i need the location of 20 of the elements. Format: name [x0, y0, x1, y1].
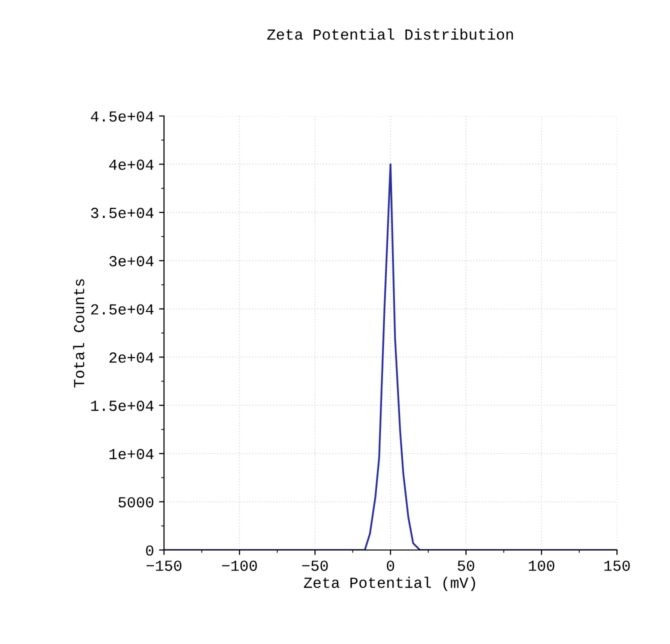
y-tick-label: 3e+04 — [109, 256, 154, 266]
chart-title: Zeta Potential Distribution — [267, 28, 513, 40]
x-tick-label: −100 — [222, 560, 257, 571]
x-tick-label: 150 — [604, 560, 630, 571]
x-tick-label: −50 — [302, 560, 328, 571]
y-tick-label: 3.5e+04 — [91, 208, 154, 218]
y-tick-label: 0 — [146, 545, 154, 556]
x-tick-label: 50 — [458, 560, 474, 571]
y-axis-title: Total Counts — [73, 279, 84, 388]
x-tick-label: 0 — [386, 560, 394, 571]
x-axis-title: Zeta Potential (mV) — [304, 576, 476, 591]
y-tick-label: 1.5e+04 — [91, 400, 154, 412]
x-tick-label: −150 — [146, 560, 182, 571]
y-tick-label: 1e+04 — [110, 448, 154, 460]
y-tick-label: 2e+04 — [110, 352, 154, 363]
y-tick-label: 4e+04 — [109, 160, 154, 170]
x-tick-label: 100 — [528, 560, 554, 571]
y-tick-label: 5000 — [118, 497, 154, 508]
y-tick-label: 4.5e+04 — [90, 111, 154, 122]
y-tick-label: 2.5e+04 — [91, 304, 154, 315]
